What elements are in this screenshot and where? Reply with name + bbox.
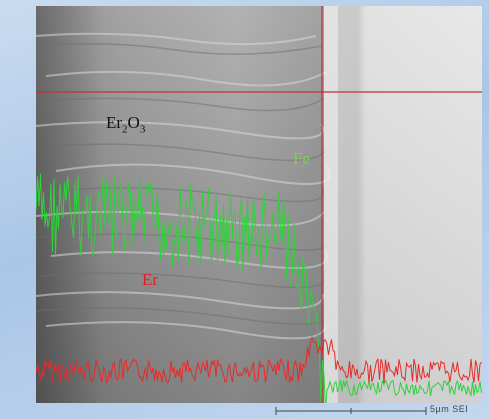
oxide-label-o: O bbox=[127, 113, 140, 132]
sem-micrograph bbox=[36, 6, 482, 403]
scale-label: 5µm SEI bbox=[430, 404, 469, 414]
oxide-label-er: Er bbox=[106, 113, 123, 132]
fe-label: Fe bbox=[293, 149, 310, 168]
fe-signal-line bbox=[36, 173, 482, 403]
sem-texture bbox=[36, 6, 482, 403]
oxide-label: Er2O3 bbox=[106, 114, 145, 135]
edx-linescan-signals bbox=[36, 173, 482, 403]
oxide-label-sub1: 2 bbox=[122, 123, 128, 136]
er-label: Er bbox=[142, 270, 159, 289]
scale-bar bbox=[275, 407, 427, 415]
oxide-label-sub2: 3 bbox=[139, 123, 146, 136]
er-signal-line bbox=[36, 335, 482, 385]
